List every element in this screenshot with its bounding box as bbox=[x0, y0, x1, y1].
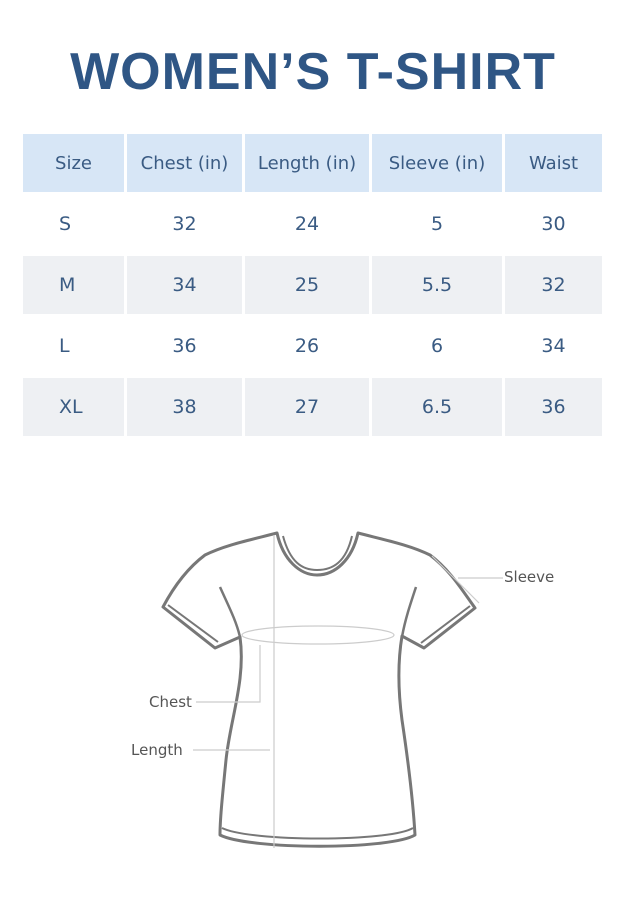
sleeve-label: Sleeve bbox=[504, 568, 555, 586]
cell-size: S bbox=[59, 213, 72, 235]
hem-trim bbox=[221, 827, 414, 840]
cell-sleeve: 5 bbox=[430, 213, 444, 235]
sleeve-measure-line bbox=[431, 555, 480, 604]
cell-size: L bbox=[59, 335, 70, 357]
table-row: S 32 24 5 30 bbox=[23, 195, 602, 253]
table-header-row: Size Chest (in) Length (in) Sleeve (in) … bbox=[23, 134, 602, 192]
cell-chest: 32 bbox=[172, 213, 197, 235]
right-dart bbox=[400, 586, 418, 638]
table-row: L 36 26 6 34 bbox=[23, 317, 602, 375]
header-chest: Chest (in) bbox=[127, 134, 242, 192]
length-label: Length bbox=[131, 741, 183, 759]
cell-waist: 36 bbox=[505, 378, 602, 436]
header-size: Size bbox=[23, 134, 124, 192]
cell-chest: 38 bbox=[127, 378, 242, 436]
neck-trim bbox=[282, 535, 353, 571]
header-waist: Waist bbox=[505, 134, 602, 192]
table-row: XL 38 27 6.5 36 bbox=[23, 378, 602, 436]
cell-sleeve: 5.5 bbox=[372, 256, 502, 314]
page-title: WOMEN’S T-SHIRT bbox=[70, 43, 556, 101]
size-chart-table: Size Chest (in) Length (in) Sleeve (in) … bbox=[20, 131, 605, 439]
left-dart bbox=[218, 586, 242, 638]
left-sleeve-trim bbox=[167, 604, 219, 643]
cell-length: 25 bbox=[245, 256, 369, 314]
tshirt-outline bbox=[161, 531, 477, 848]
chest-measure-line bbox=[241, 625, 395, 645]
cell-sleeve: 6.5 bbox=[372, 378, 502, 436]
cell-length: 24 bbox=[294, 213, 320, 235]
cell-chest: 34 bbox=[127, 256, 242, 314]
header-sleeve: Sleeve (in) bbox=[372, 134, 502, 192]
cell-chest: 36 bbox=[172, 335, 197, 357]
cell-length: 27 bbox=[245, 378, 369, 436]
cell-size: XL bbox=[23, 378, 124, 436]
cell-size: M bbox=[23, 256, 124, 314]
cell-length: 26 bbox=[294, 335, 320, 357]
cell-waist: 30 bbox=[541, 213, 566, 235]
cell-waist: 34 bbox=[541, 335, 566, 357]
cell-sleeve: 6 bbox=[430, 335, 444, 357]
chest-leader bbox=[196, 645, 261, 703]
header-length: Length (in) bbox=[245, 134, 369, 192]
chest-label: Chest bbox=[149, 693, 192, 711]
right-sleeve-trim bbox=[420, 605, 471, 644]
cell-waist: 32 bbox=[505, 256, 602, 314]
table-row: M 34 25 5.5 32 bbox=[23, 256, 602, 314]
